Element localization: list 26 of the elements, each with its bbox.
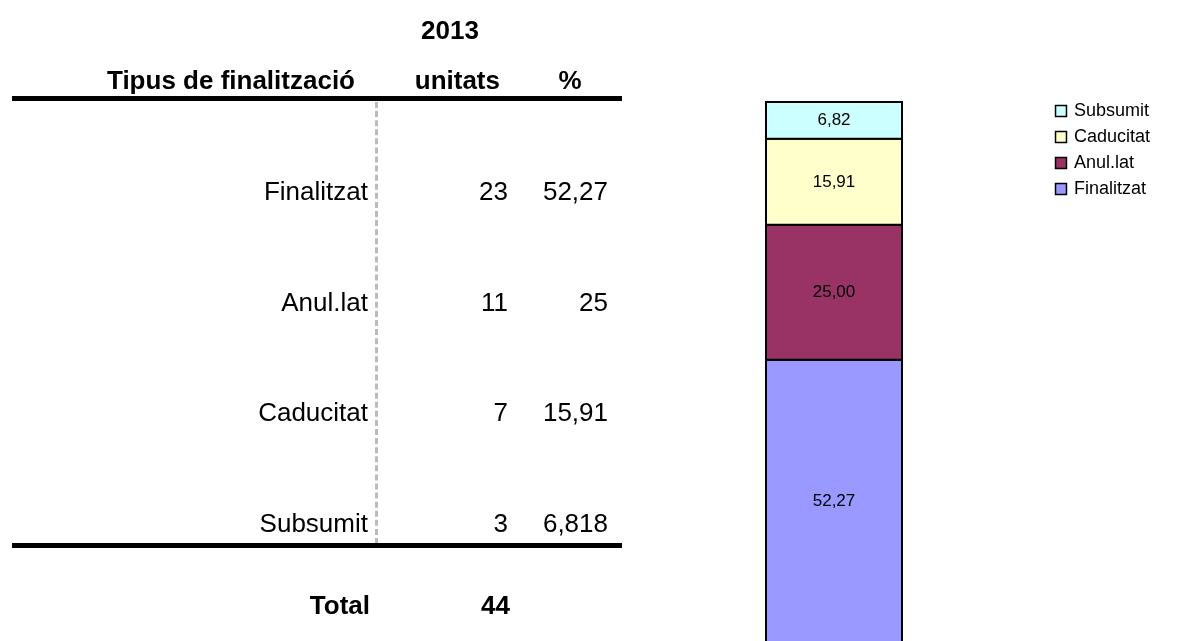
legend-label: Anul.lat [1074,152,1135,172]
text: Tipus de finalització [106,65,355,95]
text: 6,818 [542,507,608,538]
text: Total [309,590,370,620]
data-label: 15,91 [812,171,856,191]
text: % [558,65,582,95]
data-label: 52,27 [812,490,856,510]
data-label: 6,82 [817,110,851,130]
text: unitats [414,65,500,95]
text: 23 [479,176,508,206]
text: 15,91 [542,397,608,427]
text: Finalitzat [263,176,368,206]
legend-label: Caducitat [1074,126,1151,146]
text: 11 [481,286,508,317]
text: 25 [579,286,608,317]
text: 2013 [420,15,480,45]
text: 7 [493,397,508,427]
text: Anul.lat [281,286,368,317]
text: 44 [481,590,510,620]
text: 3 [493,507,508,538]
text: 52,27 [542,176,608,206]
text: Caducitat [258,397,368,427]
data-label: 25,00 [812,282,856,302]
text: Subsumit [259,507,368,538]
legend-label: Finalitzat [1074,178,1147,198]
legend-label: Subsumit [1074,100,1150,120]
